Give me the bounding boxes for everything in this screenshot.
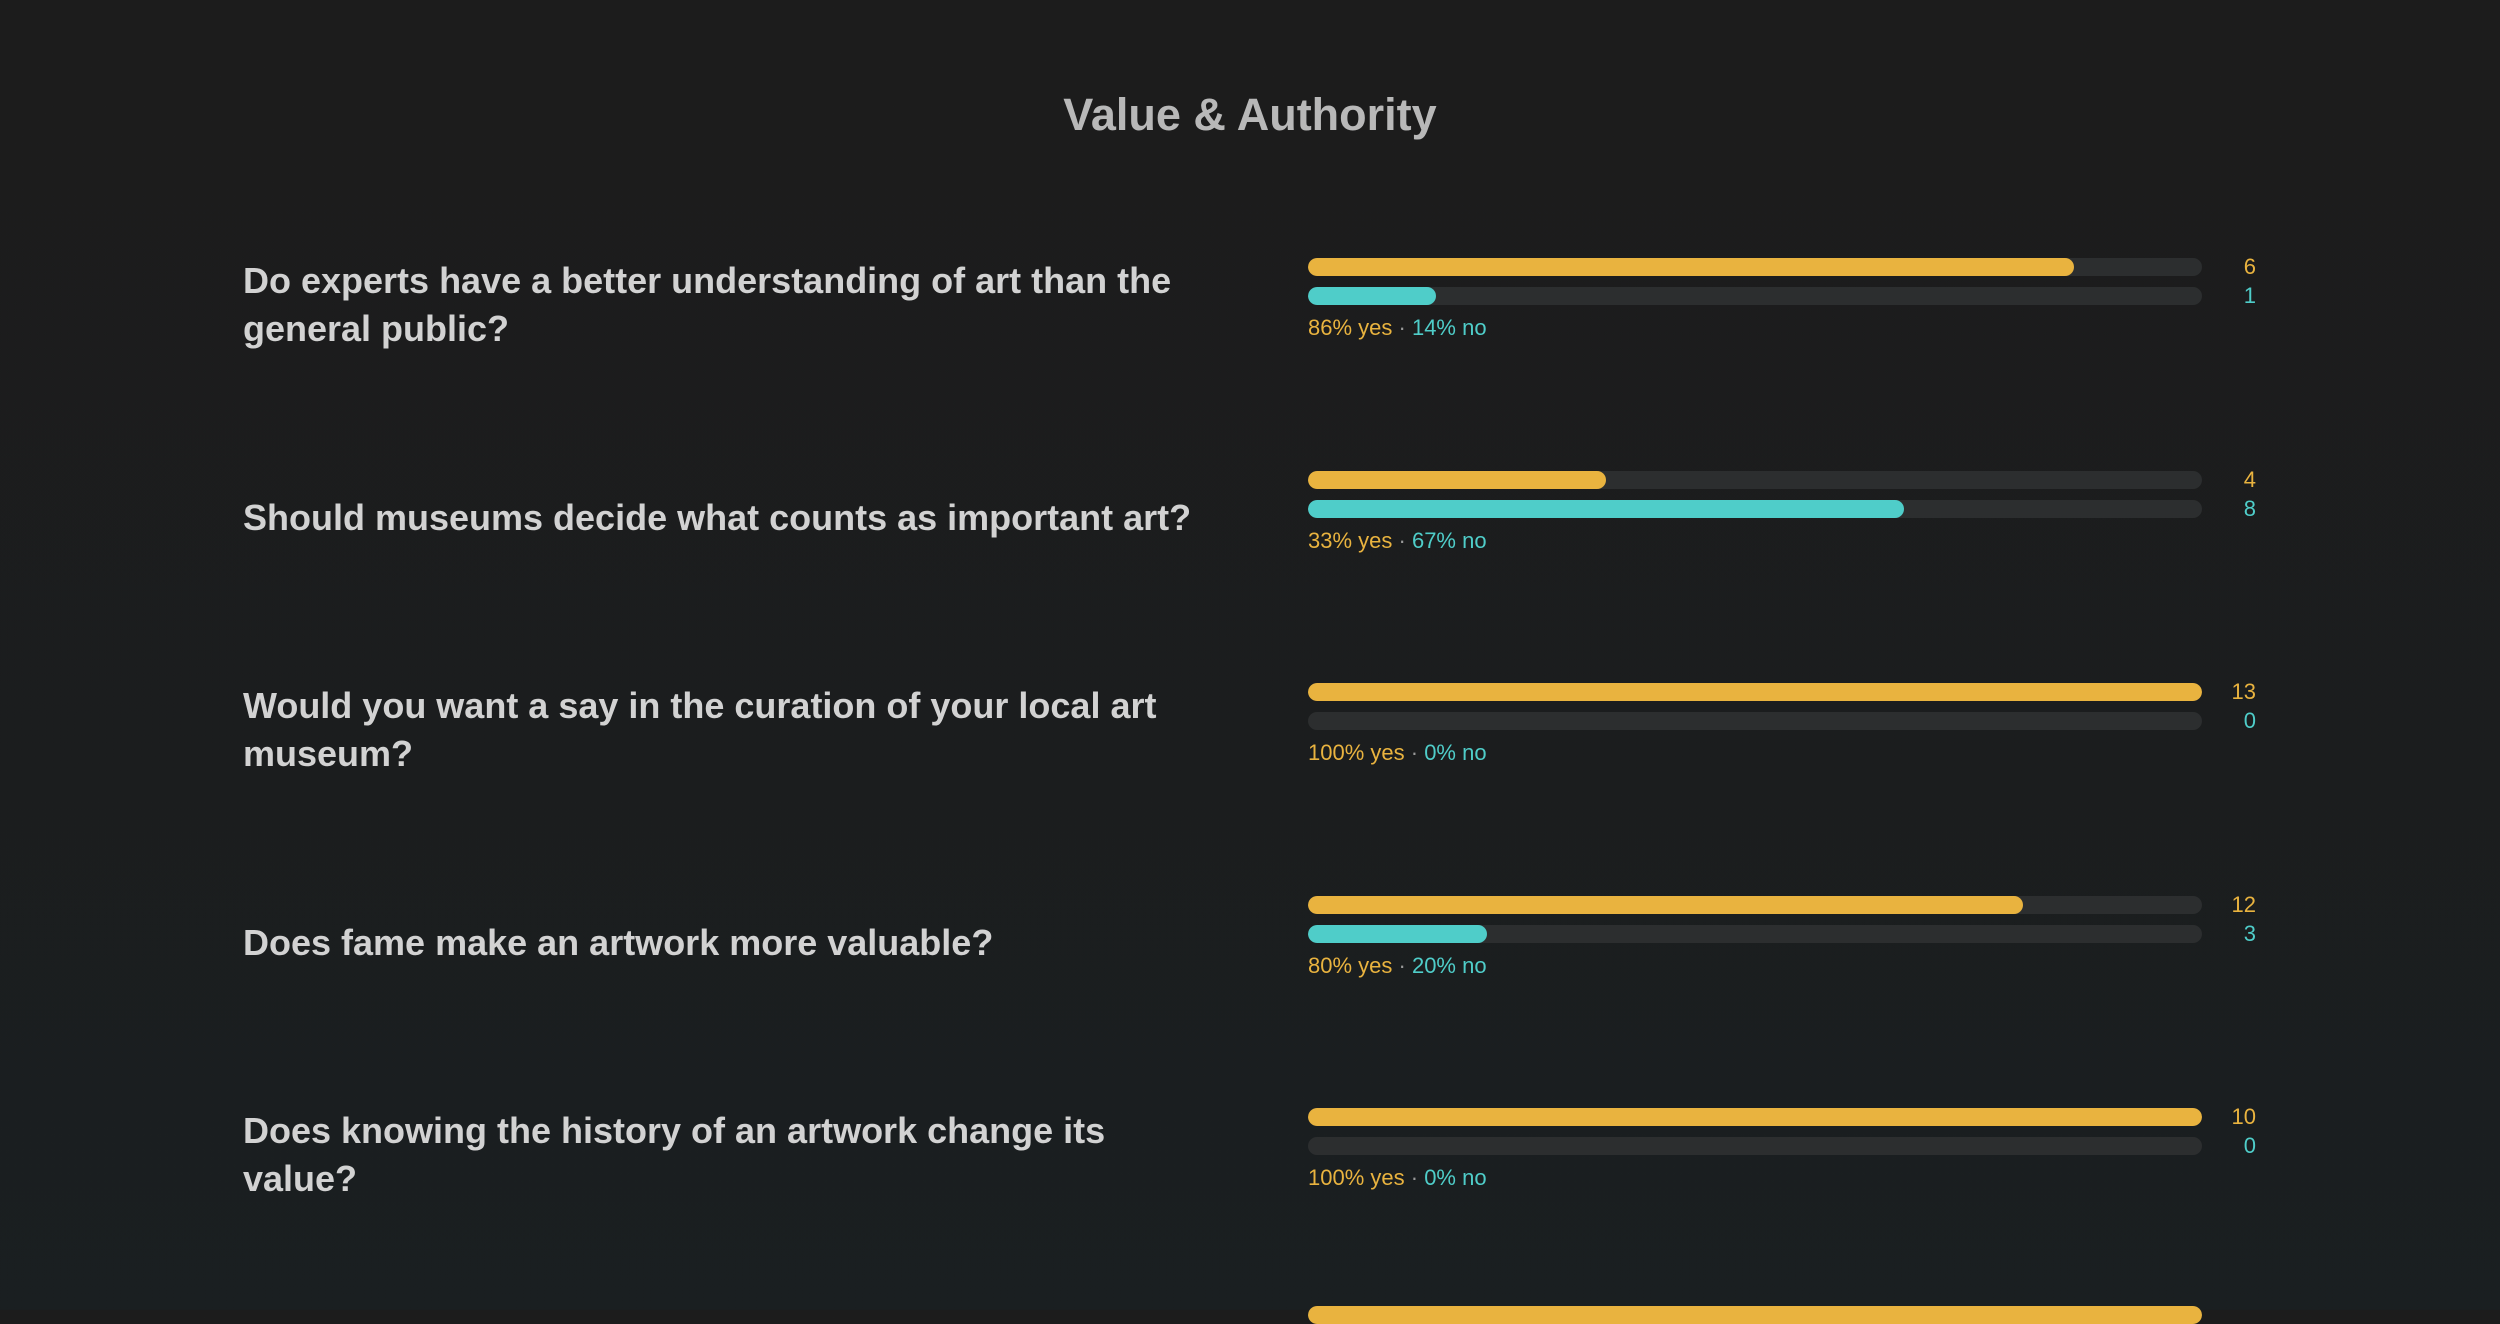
percent-summary: 100% yes · 0% no	[1308, 740, 1487, 766]
percent-summary: 86% yes · 14% no	[1308, 315, 1487, 341]
separator: ·	[1392, 952, 1412, 978]
yes-bar-fill	[1308, 1108, 2202, 1126]
question-text: Does knowing the history of an artwork c…	[243, 1110, 1106, 1199]
no-count: 3	[2243, 920, 2256, 946]
yes-count: 12	[2231, 891, 2256, 917]
yes-bar-track	[1308, 258, 2202, 276]
partial-yes-bar-fill	[1308, 1306, 2202, 1324]
yes-count: 13	[2231, 679, 2256, 704]
no-count: 8	[2243, 495, 2256, 521]
yes-bar-track	[1308, 683, 2202, 701]
yes-percent: 86% yes	[1308, 315, 1393, 340]
separator: ·	[1392, 315, 1412, 340]
yes-percent: 33% yes	[1308, 527, 1393, 553]
yes-count: 4	[2243, 466, 2256, 492]
no-percent: 0% no	[1424, 740, 1487, 765]
yes-percent: 100% yes	[1308, 740, 1405, 765]
page-title: Value & Authority	[1063, 89, 1437, 140]
no-bar-track	[1308, 924, 2202, 943]
question-row: Would you want a say in the curation of …	[0, 650, 2500, 810]
yes-bar-track	[1308, 470, 2202, 489]
no-count: 0	[2243, 708, 2256, 733]
no-count: 1	[2243, 283, 2256, 308]
yes-bar-fill	[1308, 470, 1606, 489]
yes-bar-fill	[1308, 895, 2024, 914]
percent-summary: 33% yes · 67% no	[1308, 528, 1487, 554]
no-bar-fill	[1308, 499, 1904, 518]
no-percent: 20% no	[1411, 952, 1487, 978]
yes-percent: 100% yes	[1308, 1165, 1405, 1190]
yes-bar-fill	[1308, 258, 2075, 276]
no-bar-track	[1308, 712, 2202, 730]
yes-count: 6	[2243, 254, 2256, 279]
yes-bar-fill	[1308, 683, 2202, 701]
separator: ·	[1392, 527, 1412, 553]
separator: ·	[1404, 1165, 1425, 1190]
question-text: Would you want a say in the curation of …	[243, 685, 1157, 774]
separator: ·	[1404, 740, 1425, 765]
question-text: Do experts have a better understanding o…	[243, 260, 1172, 349]
no-count: 0	[2243, 1133, 2256, 1158]
yes-count: 10	[2231, 1104, 2256, 1129]
no-percent: 67% no	[1411, 527, 1487, 553]
yes-bar-track	[1308, 1108, 2202, 1126]
no-bar-fill	[1308, 287, 1436, 305]
no-bar-fill	[1308, 924, 1487, 943]
percent-summary: 80% yes · 20% no	[1308, 953, 1487, 979]
no-bar-track	[1308, 1137, 2202, 1155]
question-row: Do experts have a better understanding o…	[0, 225, 2500, 385]
question-text: Should museums decide what counts as imp…	[243, 496, 1192, 538]
percent-summary: 100% yes · 0% no	[1308, 1165, 1487, 1191]
no-percent: 14% no	[1411, 315, 1487, 340]
no-percent: 0% no	[1424, 1165, 1487, 1190]
yes-percent: 80% yes	[1308, 952, 1393, 978]
question-row: Should museums decide what counts as imp…	[0, 438, 2500, 598]
no-bar-track	[1308, 287, 2202, 305]
question-row: Does fame make an artwork more valuable?…	[0, 863, 2500, 1023]
partial-yes-bar-track	[1308, 1306, 2202, 1324]
question-row: Does knowing the history of an artwork c…	[0, 1075, 2500, 1235]
yes-bar-track	[1308, 895, 2202, 914]
no-bar-track	[1308, 499, 2202, 518]
question-text: Does fame make an artwork more valuable?	[243, 921, 994, 963]
